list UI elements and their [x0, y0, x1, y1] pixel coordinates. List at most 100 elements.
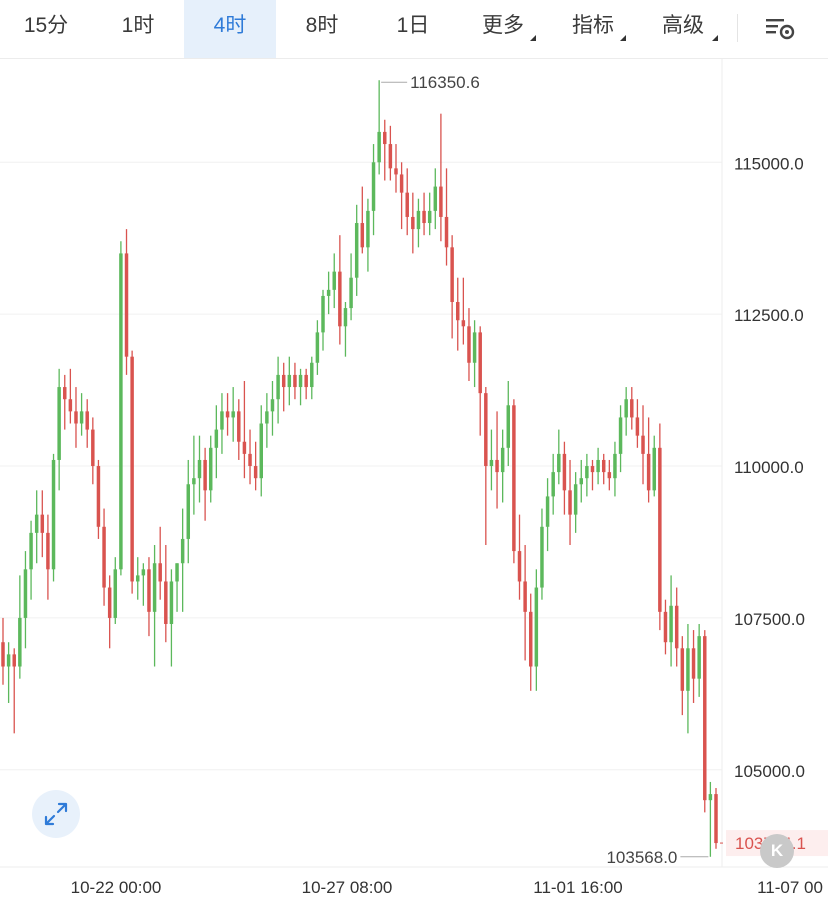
candle-down [478, 332, 482, 394]
candle-down [590, 466, 595, 473]
tab-1d[interactable]: 1日 [396, 14, 430, 37]
tab-15min[interactable]: 15分 [23, 14, 69, 37]
candle-up [231, 411, 235, 418]
candle-down [158, 563, 162, 582]
candle-down [394, 168, 398, 175]
tab-advanced[interactable]: 高级 [638, 0, 728, 58]
caret-down-icon [712, 35, 718, 41]
candle-up [169, 581, 174, 624]
expand-chart-button[interactable] [32, 790, 80, 838]
candle-up [180, 538, 185, 564]
low-price-label: 103568.0 [606, 848, 677, 867]
candle-up [18, 617, 22, 667]
tab-more[interactable]: 更多 [458, 0, 548, 58]
candle-down [85, 411, 89, 430]
candle-up [113, 569, 118, 618]
candle-down [461, 320, 466, 327]
candle-up [29, 532, 33, 570]
tab-more-label: 更多 [482, 14, 524, 37]
candle-up [298, 374, 303, 388]
chart-settings-icon[interactable] [760, 10, 800, 46]
candle-up [152, 563, 157, 612]
candle-down [225, 411, 230, 418]
candle-down [484, 393, 488, 467]
high-price-label: 116350.6 [410, 73, 480, 92]
candle-up [208, 447, 213, 491]
candle-up [326, 289, 331, 296]
tab-indicators[interactable]: 指标 [548, 0, 638, 58]
candle-down [691, 648, 696, 679]
y-tick-label: 115000.0 [734, 154, 804, 173]
candle-down [646, 453, 651, 491]
tab-advanced-label: 高级 [662, 14, 704, 37]
caret-down-icon [620, 35, 626, 41]
candle-up [579, 478, 584, 485]
candle-down [130, 356, 134, 582]
candle-up [585, 466, 589, 479]
x-tick-label: 10-22 00:00 [71, 878, 162, 897]
candle-up [259, 423, 263, 479]
candle-down [663, 611, 668, 643]
candle-up [192, 478, 196, 485]
candle-up [506, 405, 511, 448]
candle-down [630, 399, 634, 418]
x-tick-label: 11-07 00 [757, 878, 823, 897]
candle-up [343, 308, 348, 327]
x-tick-label: 10-27 08:00 [302, 878, 393, 897]
candle-up [23, 569, 28, 618]
candle-up [624, 399, 628, 418]
candle-up [596, 459, 600, 473]
candle-down [517, 551, 522, 582]
candle-up [366, 210, 370, 248]
candle-down [601, 459, 606, 473]
candle-down [568, 490, 572, 515]
tab-1h[interactable]: 1时 [121, 14, 155, 37]
candle-up [332, 271, 336, 290]
k-logo-badge: K [760, 834, 794, 868]
candle-down [203, 459, 207, 491]
candle-up [534, 587, 539, 667]
candle-up [472, 332, 477, 363]
candle-up [175, 563, 179, 582]
candle-down [456, 302, 460, 321]
candle-down [164, 581, 168, 624]
candle-down [528, 611, 533, 667]
y-tick-label: 105000.0 [734, 762, 805, 781]
candle-down [703, 636, 707, 801]
candle-down [680, 648, 685, 691]
candle-up [377, 131, 381, 163]
candle-up [489, 459, 494, 467]
candle-down [607, 472, 612, 479]
tab-indicators-label: 指标 [572, 14, 614, 37]
candle-up [697, 636, 701, 679]
candle-down [242, 441, 247, 454]
timeframe-toolbar: 15分 1时 4时 8时 1日 更多 指标 高级 [0, 0, 828, 59]
candle-up [270, 399, 275, 412]
candle-up [287, 374, 292, 388]
candle-down [253, 466, 258, 479]
candle-up [416, 210, 421, 230]
candle-down [495, 459, 499, 473]
candle-up [34, 514, 39, 533]
candle-down [63, 387, 67, 400]
candle-up [427, 210, 432, 224]
candle-down [147, 569, 151, 612]
candle-down [360, 223, 365, 248]
candle-up [79, 411, 84, 424]
candle-down [281, 374, 286, 388]
candle-down [641, 435, 645, 454]
candle-up [51, 459, 56, 570]
candle-down [450, 247, 454, 303]
candle-up [708, 794, 713, 801]
tab-8h[interactable]: 8时 [305, 14, 339, 37]
candle-down [439, 186, 443, 217]
candle-down [635, 417, 640, 436]
candle-up [500, 447, 505, 473]
candle-up [315, 332, 320, 363]
candle-up [321, 295, 325, 333]
candle-down [1, 642, 5, 667]
candle-up [186, 484, 191, 539]
candle-down [383, 131, 387, 145]
tab-4h[interactable]: 4时 [184, 0, 276, 58]
candlestick-chart: 115000.0 112500.0 110000.0 107500.0 105000.0… [0, 59, 828, 897]
